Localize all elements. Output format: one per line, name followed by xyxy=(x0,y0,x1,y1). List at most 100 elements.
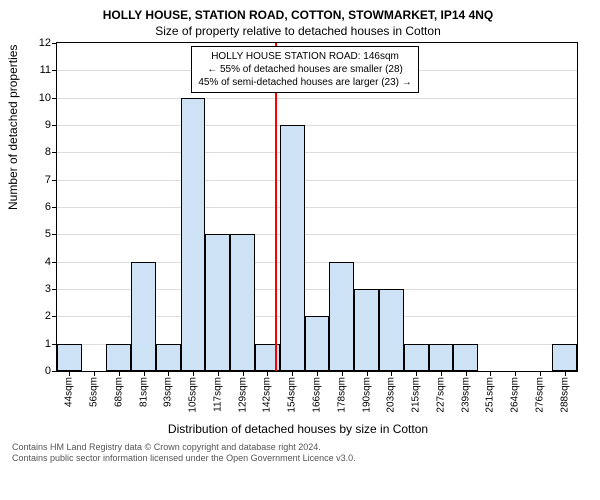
chart-subtitle: Size of property relative to detached ho… xyxy=(8,24,588,38)
grid-line xyxy=(57,180,577,181)
x-tick-label: 239sqm xyxy=(460,377,471,413)
histogram-bar xyxy=(131,262,156,371)
histogram-bar xyxy=(230,234,255,371)
x-tick-mark xyxy=(168,371,169,376)
histogram-bar xyxy=(205,234,230,371)
histogram-bar xyxy=(552,344,577,371)
x-tick-label: 105sqm xyxy=(188,377,199,413)
x-tick-label: 288sqm xyxy=(559,377,570,413)
grid-line xyxy=(57,234,577,235)
chart-footer: Contains HM Land Registry data © Crown c… xyxy=(12,442,588,464)
y-tick-label: 3 xyxy=(45,283,51,295)
x-tick-label: 154sqm xyxy=(287,377,298,413)
plot-area: 012345678910111244sqm56sqm68sqm81sqm93sq… xyxy=(56,42,578,372)
x-tick-mark xyxy=(193,371,194,376)
x-tick-mark xyxy=(565,371,566,376)
histogram-bar xyxy=(106,344,131,371)
x-tick-label: 68sqm xyxy=(113,377,124,407)
y-tick-label: 0 xyxy=(45,365,51,377)
x-tick-mark xyxy=(317,371,318,376)
x-tick-label: 56sqm xyxy=(88,377,99,407)
x-tick-mark xyxy=(342,371,343,376)
histogram-bar xyxy=(453,344,478,371)
y-tick-mark xyxy=(52,371,57,372)
y-tick-mark xyxy=(52,98,57,99)
x-tick-mark xyxy=(119,371,120,376)
y-axis-label: Number of detached properties xyxy=(6,45,20,210)
x-tick-label: 264sqm xyxy=(510,377,521,413)
y-tick-label: 9 xyxy=(45,119,51,131)
y-tick-label: 12 xyxy=(39,37,51,49)
histogram-bar xyxy=(181,98,206,371)
x-tick-label: 142sqm xyxy=(262,377,273,413)
y-tick-mark xyxy=(52,262,57,263)
x-axis-label: Distribution of detached houses by size … xyxy=(8,422,588,436)
x-tick-mark xyxy=(391,371,392,376)
x-tick-label: 227sqm xyxy=(435,377,446,413)
x-tick-mark xyxy=(540,371,541,376)
grid-line xyxy=(57,207,577,208)
y-tick-mark xyxy=(52,289,57,290)
x-tick-mark xyxy=(466,371,467,376)
x-tick-mark xyxy=(490,371,491,376)
footer-line-1: Contains HM Land Registry data © Crown c… xyxy=(12,442,588,453)
x-tick-label: 129sqm xyxy=(237,377,248,413)
x-tick-label: 117sqm xyxy=(212,377,223,412)
x-tick-mark xyxy=(292,371,293,376)
y-tick-label: 11 xyxy=(40,64,51,76)
histogram-bar xyxy=(429,344,454,371)
x-tick-label: 93sqm xyxy=(163,377,174,407)
histogram-bar xyxy=(379,289,404,371)
x-tick-label: 215sqm xyxy=(411,377,422,413)
x-tick-mark xyxy=(367,371,368,376)
y-tick-mark xyxy=(52,70,57,71)
x-tick-mark xyxy=(515,371,516,376)
y-tick-label: 7 xyxy=(45,174,51,186)
x-tick-label: 178sqm xyxy=(336,377,347,413)
grid-line xyxy=(57,98,577,99)
histogram-bar xyxy=(404,344,429,371)
x-tick-label: 276sqm xyxy=(535,377,546,413)
x-tick-mark xyxy=(267,371,268,376)
y-tick-mark xyxy=(52,43,57,44)
x-tick-label: 190sqm xyxy=(361,377,372,413)
annotation-box: HOLLY HOUSE STATION ROAD: 146sqm← 55% of… xyxy=(191,46,418,93)
x-tick-mark xyxy=(441,371,442,376)
histogram-bar xyxy=(156,344,181,371)
x-tick-mark xyxy=(69,371,70,376)
y-tick-label: 5 xyxy=(45,228,51,240)
x-tick-mark xyxy=(144,371,145,376)
y-tick-label: 6 xyxy=(45,201,51,213)
x-tick-label: 203sqm xyxy=(386,377,397,413)
x-tick-label: 44sqm xyxy=(64,377,75,407)
y-tick-mark xyxy=(52,125,57,126)
x-tick-label: 166sqm xyxy=(312,377,323,413)
y-tick-label: 4 xyxy=(45,256,51,268)
y-tick-label: 2 xyxy=(45,310,51,322)
chart-title: HOLLY HOUSE, STATION ROAD, COTTON, STOWM… xyxy=(8,8,588,22)
y-tick-mark xyxy=(52,234,57,235)
y-tick-mark xyxy=(52,316,57,317)
y-tick-label: 1 xyxy=(45,338,51,350)
chart-container: HOLLY HOUSE, STATION ROAD, COTTON, STOWM… xyxy=(0,0,600,500)
annotation-line: HOLLY HOUSE STATION ROAD: 146sqm xyxy=(198,50,411,63)
x-tick-mark xyxy=(416,371,417,376)
annotation-line: ← 55% of detached houses are smaller (28… xyxy=(198,63,411,76)
y-tick-mark xyxy=(52,180,57,181)
footer-line-2: Contains public sector information licen… xyxy=(12,453,588,464)
histogram-bar xyxy=(354,289,379,371)
y-tick-mark xyxy=(52,152,57,153)
annotation-line: 45% of semi-detached houses are larger (… xyxy=(198,76,411,89)
histogram-bar xyxy=(280,125,305,371)
histogram-bar xyxy=(305,316,330,371)
y-tick-label: 10 xyxy=(39,92,51,104)
x-tick-mark xyxy=(218,371,219,376)
x-tick-mark xyxy=(243,371,244,376)
grid-line xyxy=(57,152,577,153)
histogram-bar xyxy=(57,344,82,371)
histogram-bar xyxy=(329,262,354,371)
y-tick-label: 8 xyxy=(45,146,51,158)
grid-line xyxy=(57,125,577,126)
y-tick-mark xyxy=(52,207,57,208)
x-tick-mark xyxy=(94,371,95,376)
